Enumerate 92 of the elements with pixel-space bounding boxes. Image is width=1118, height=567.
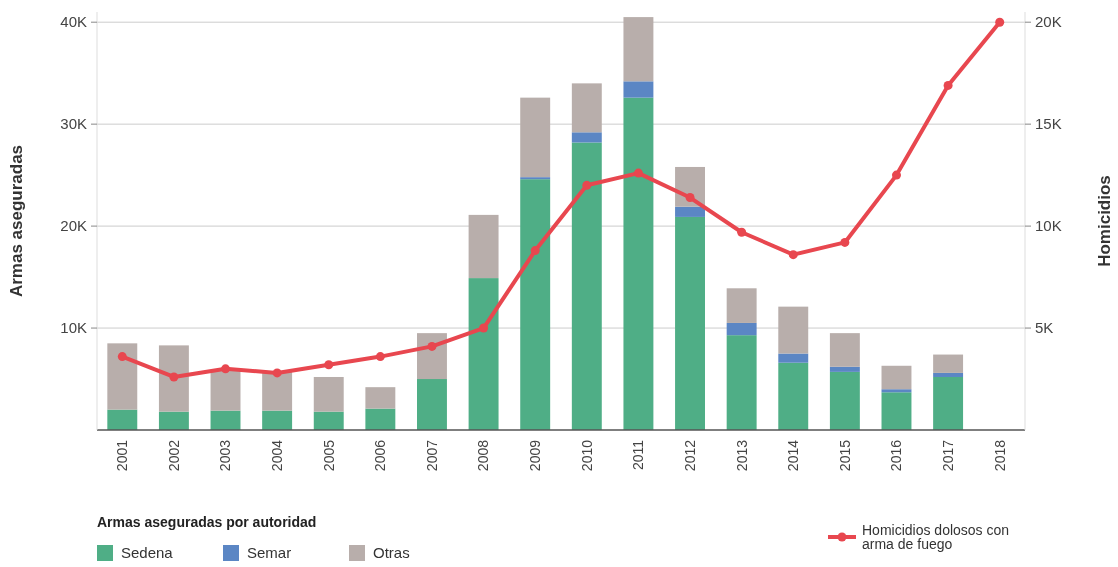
bar bbox=[675, 206, 705, 217]
x-tick-label: 2015 bbox=[836, 439, 853, 472]
point bbox=[788, 250, 798, 260]
bar bbox=[623, 17, 654, 82]
bar bbox=[933, 372, 964, 377]
bar bbox=[313, 411, 344, 430]
bar bbox=[829, 333, 860, 367]
bar bbox=[468, 214, 499, 279]
point bbox=[324, 360, 334, 370]
bar bbox=[107, 343, 138, 410]
point bbox=[169, 372, 179, 382]
x-tick-label: 2008 bbox=[475, 439, 492, 472]
bar bbox=[778, 353, 809, 363]
x-tick-label: 2007 bbox=[423, 439, 440, 472]
y-tick-label: 30K bbox=[60, 115, 87, 133]
bar bbox=[313, 376, 344, 412]
point bbox=[375, 352, 385, 362]
bar bbox=[365, 387, 396, 409]
bar bbox=[520, 177, 551, 180]
point bbox=[891, 170, 901, 180]
legend-title: Armas aseguradas por autoridad bbox=[97, 514, 317, 530]
legend-label: Sedena bbox=[121, 544, 174, 561]
point bbox=[685, 193, 695, 203]
x-tick-label: 2016 bbox=[888, 439, 905, 472]
x-tick-label: 2017 bbox=[940, 439, 956, 472]
point bbox=[530, 246, 540, 256]
bar bbox=[571, 83, 602, 133]
bar bbox=[365, 408, 396, 430]
x-tick-label: 2001 bbox=[114, 439, 131, 472]
x-tick-label: 2013 bbox=[733, 439, 750, 472]
bar bbox=[158, 345, 189, 412]
point bbox=[737, 227, 747, 237]
point bbox=[582, 180, 592, 190]
x-tick-label: 2003 bbox=[217, 439, 234, 472]
point bbox=[633, 168, 643, 178]
bar bbox=[881, 365, 912, 390]
y2-tick-label: 20K bbox=[1035, 13, 1062, 31]
point bbox=[272, 368, 282, 378]
x-tick-label: 2018 bbox=[991, 439, 1008, 472]
bar bbox=[829, 366, 860, 372]
point bbox=[221, 364, 231, 374]
x-tick-label: 2009 bbox=[527, 439, 544, 472]
bar bbox=[623, 81, 654, 98]
bar bbox=[107, 409, 138, 430]
bar bbox=[726, 322, 757, 336]
point bbox=[479, 323, 489, 333]
bar bbox=[726, 335, 757, 430]
point bbox=[117, 352, 127, 362]
point bbox=[995, 17, 1005, 27]
bar bbox=[881, 389, 912, 393]
bar bbox=[726, 288, 757, 323]
bar bbox=[933, 376, 964, 430]
y2-tick-label: 15K bbox=[1035, 115, 1062, 133]
bar bbox=[158, 411, 189, 430]
bar bbox=[881, 392, 912, 430]
bar bbox=[262, 371, 293, 411]
bar bbox=[210, 369, 241, 411]
x-tick-label: 2010 bbox=[578, 439, 595, 472]
bar bbox=[675, 216, 705, 430]
x-tick-label: 2002 bbox=[165, 439, 182, 472]
bar bbox=[623, 97, 654, 430]
point bbox=[427, 341, 437, 351]
bar bbox=[262, 410, 293, 430]
y-tick-label: 40K bbox=[60, 13, 87, 31]
x-tick-label: 2004 bbox=[269, 439, 286, 472]
bar bbox=[778, 362, 809, 430]
legend-label: Semar bbox=[247, 544, 292, 561]
y2-axis-title: Homicidios bbox=[1095, 175, 1114, 267]
x-tick-label: 2006 bbox=[372, 439, 389, 472]
bar bbox=[210, 410, 241, 430]
point bbox=[840, 237, 850, 247]
point bbox=[943, 80, 953, 90]
bar bbox=[520, 179, 551, 430]
bar bbox=[468, 278, 499, 430]
x-tick-label: 2014 bbox=[785, 439, 802, 472]
y2-tick-label: 5K bbox=[1035, 319, 1054, 337]
y2-tick-label: 10K bbox=[1035, 217, 1062, 235]
y-axis-title: Armas aseguradas bbox=[7, 144, 26, 298]
x-tick-label: 2012 bbox=[681, 439, 698, 472]
y-tick-label: 20K bbox=[60, 217, 87, 235]
bar bbox=[417, 379, 447, 430]
legend-label: Otras bbox=[373, 544, 410, 561]
bar bbox=[778, 306, 809, 354]
bar bbox=[829, 371, 860, 430]
text: Homicidios dolosos con arma de fuego bbox=[862, 522, 1010, 552]
bar bbox=[571, 142, 602, 430]
bar bbox=[571, 132, 602, 143]
x-tick-label: 2011 bbox=[630, 439, 647, 471]
bar bbox=[520, 97, 551, 178]
bar bbox=[933, 354, 964, 373]
y-tick-label: 10K bbox=[60, 319, 87, 337]
x-tick-label: 2005 bbox=[320, 439, 337, 472]
